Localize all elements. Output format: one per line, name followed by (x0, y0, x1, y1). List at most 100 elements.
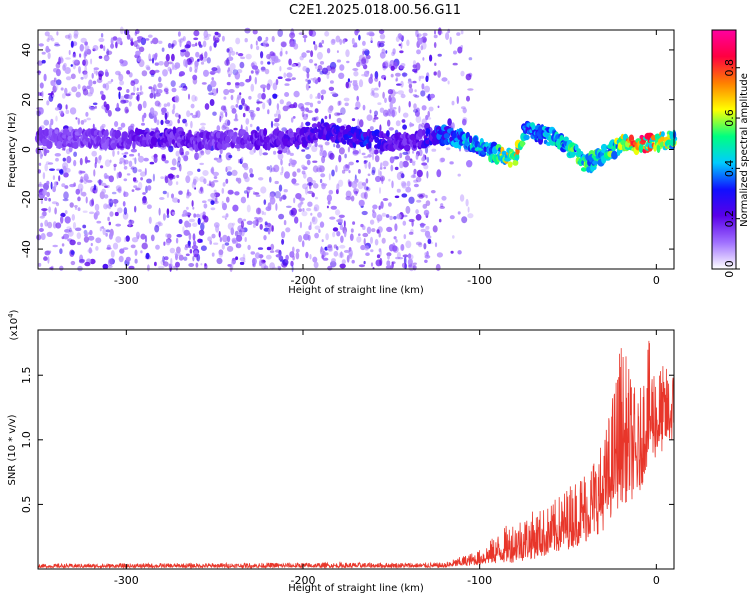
spectrogram-cell (54, 83, 59, 91)
spectrogram-cell (415, 62, 421, 71)
spectrogram-cell (107, 258, 113, 267)
spectrogram-cell (239, 81, 245, 87)
spectrogram-cell (417, 33, 422, 37)
spectrogram-cell (215, 224, 220, 233)
spectrogram-cell (355, 190, 358, 196)
spectrogram-cell (401, 72, 408, 77)
spectrogram-cell (393, 156, 400, 160)
spectrogram-cell (330, 38, 336, 46)
spectrogram-cell (62, 157, 66, 162)
spectrogram-cell (437, 53, 442, 57)
spectrogram-cell (284, 171, 290, 179)
spectrogram-cell (363, 238, 366, 246)
spectrogram-cell (222, 122, 228, 129)
spectrogram-cell (82, 88, 89, 96)
spectrogram-cell (175, 181, 179, 186)
spectrogram-cell (298, 235, 303, 243)
spectrogram-cell (199, 176, 206, 183)
spectrogram-cell (117, 186, 122, 194)
spectrogram-cell (363, 183, 367, 190)
spectrogram-cell (166, 111, 169, 118)
spectrogram-cell (260, 84, 267, 89)
spectrogram-cell (206, 33, 212, 37)
spectrogram-cell (96, 220, 102, 224)
ridge-cell (569, 150, 576, 158)
ridge-cell (122, 131, 128, 139)
spectrogram-cell (315, 196, 318, 200)
spectrogram-cell (334, 112, 341, 117)
spectrogram-cell (218, 249, 224, 256)
spectrogram-cell (245, 53, 252, 60)
spectrogram-cell (356, 61, 361, 66)
spectrogram-cell (407, 254, 414, 260)
spectrogram-cell (461, 216, 468, 224)
spectrogram-cell (216, 157, 223, 163)
spectrogram-cell (120, 99, 127, 104)
spectrogram-cell (449, 36, 452, 45)
spectrogram-cell (36, 234, 42, 241)
spectrogram-cell (238, 95, 241, 99)
spectrogram-cell (456, 96, 459, 104)
spectrogram-cell (301, 149, 306, 152)
spectrogram-cell (306, 50, 311, 53)
spectrogram-cell (347, 78, 350, 83)
spectrogram-cell (125, 109, 130, 113)
spectrogram-cell (139, 85, 143, 92)
spectrogram-cell (262, 102, 266, 110)
spectrogram-cell (192, 222, 198, 227)
spectrogram-cell (64, 210, 68, 215)
spectrogram-cell (227, 69, 230, 73)
spectrogram-cell (77, 207, 81, 212)
spectrogram-cell (82, 58, 89, 67)
spectrogram-cell (265, 254, 272, 260)
spectrogram-cell (64, 87, 68, 95)
spectrogram-cell (353, 187, 357, 196)
spectrogram-cell (280, 263, 283, 266)
spectrogram-cell (402, 254, 409, 258)
spectrogram-cell (221, 200, 224, 207)
spectrogram-cell (128, 160, 133, 167)
spectrogram-cell (437, 27, 442, 36)
spectrogram-cell (327, 200, 331, 205)
spectrogram-cell (280, 171, 283, 176)
spectrogram-cell (166, 123, 173, 127)
spectrogram-cell (289, 104, 296, 109)
spectrogram-cell (316, 51, 323, 60)
spectrogram-cell (293, 90, 300, 98)
spectrogram-cell (153, 115, 157, 124)
spectrogram-cell (426, 170, 429, 179)
spectrogram-cell (415, 241, 422, 246)
spectrogram-cell (320, 89, 327, 95)
ridge-cell (422, 129, 426, 136)
spectrogram-cell (224, 217, 227, 220)
spectrogram-cell (390, 164, 394, 172)
spectrogram-cell (376, 254, 381, 259)
spectrogram-cell (306, 159, 311, 166)
spectrogram-cell (290, 260, 294, 267)
spectrogram-cell (295, 252, 300, 260)
spectrogram-cell (276, 58, 281, 63)
spectrogram-cell (300, 106, 305, 112)
spectrogram-cell (134, 157, 137, 165)
spectrogram-cell (262, 87, 266, 93)
spectrogram-cell (355, 101, 361, 110)
spectrogram-cell (168, 61, 173, 65)
spectrogram-cell (389, 156, 395, 164)
spectrogram-cell (252, 29, 258, 35)
spectrogram-cell (356, 236, 362, 243)
spectrogram-cell (340, 107, 346, 115)
spectrogram-cell (84, 233, 88, 237)
spectrogram-cell (433, 71, 437, 76)
spectrogram-cell (216, 125, 221, 132)
spectrogram-cell (324, 115, 328, 120)
spectrogram-cell (55, 222, 62, 229)
spectrogram-cell (278, 184, 283, 192)
spectrogram-cell (311, 216, 316, 223)
spectrogram-cell (186, 194, 190, 199)
spectrogram-cell (354, 107, 359, 110)
spectrogram-cell (354, 29, 359, 36)
spectrogram-cell (185, 60, 188, 68)
spectrogram-cell (230, 227, 235, 236)
spectrogram-cell (39, 215, 45, 219)
spectrogram-cell (324, 252, 329, 256)
